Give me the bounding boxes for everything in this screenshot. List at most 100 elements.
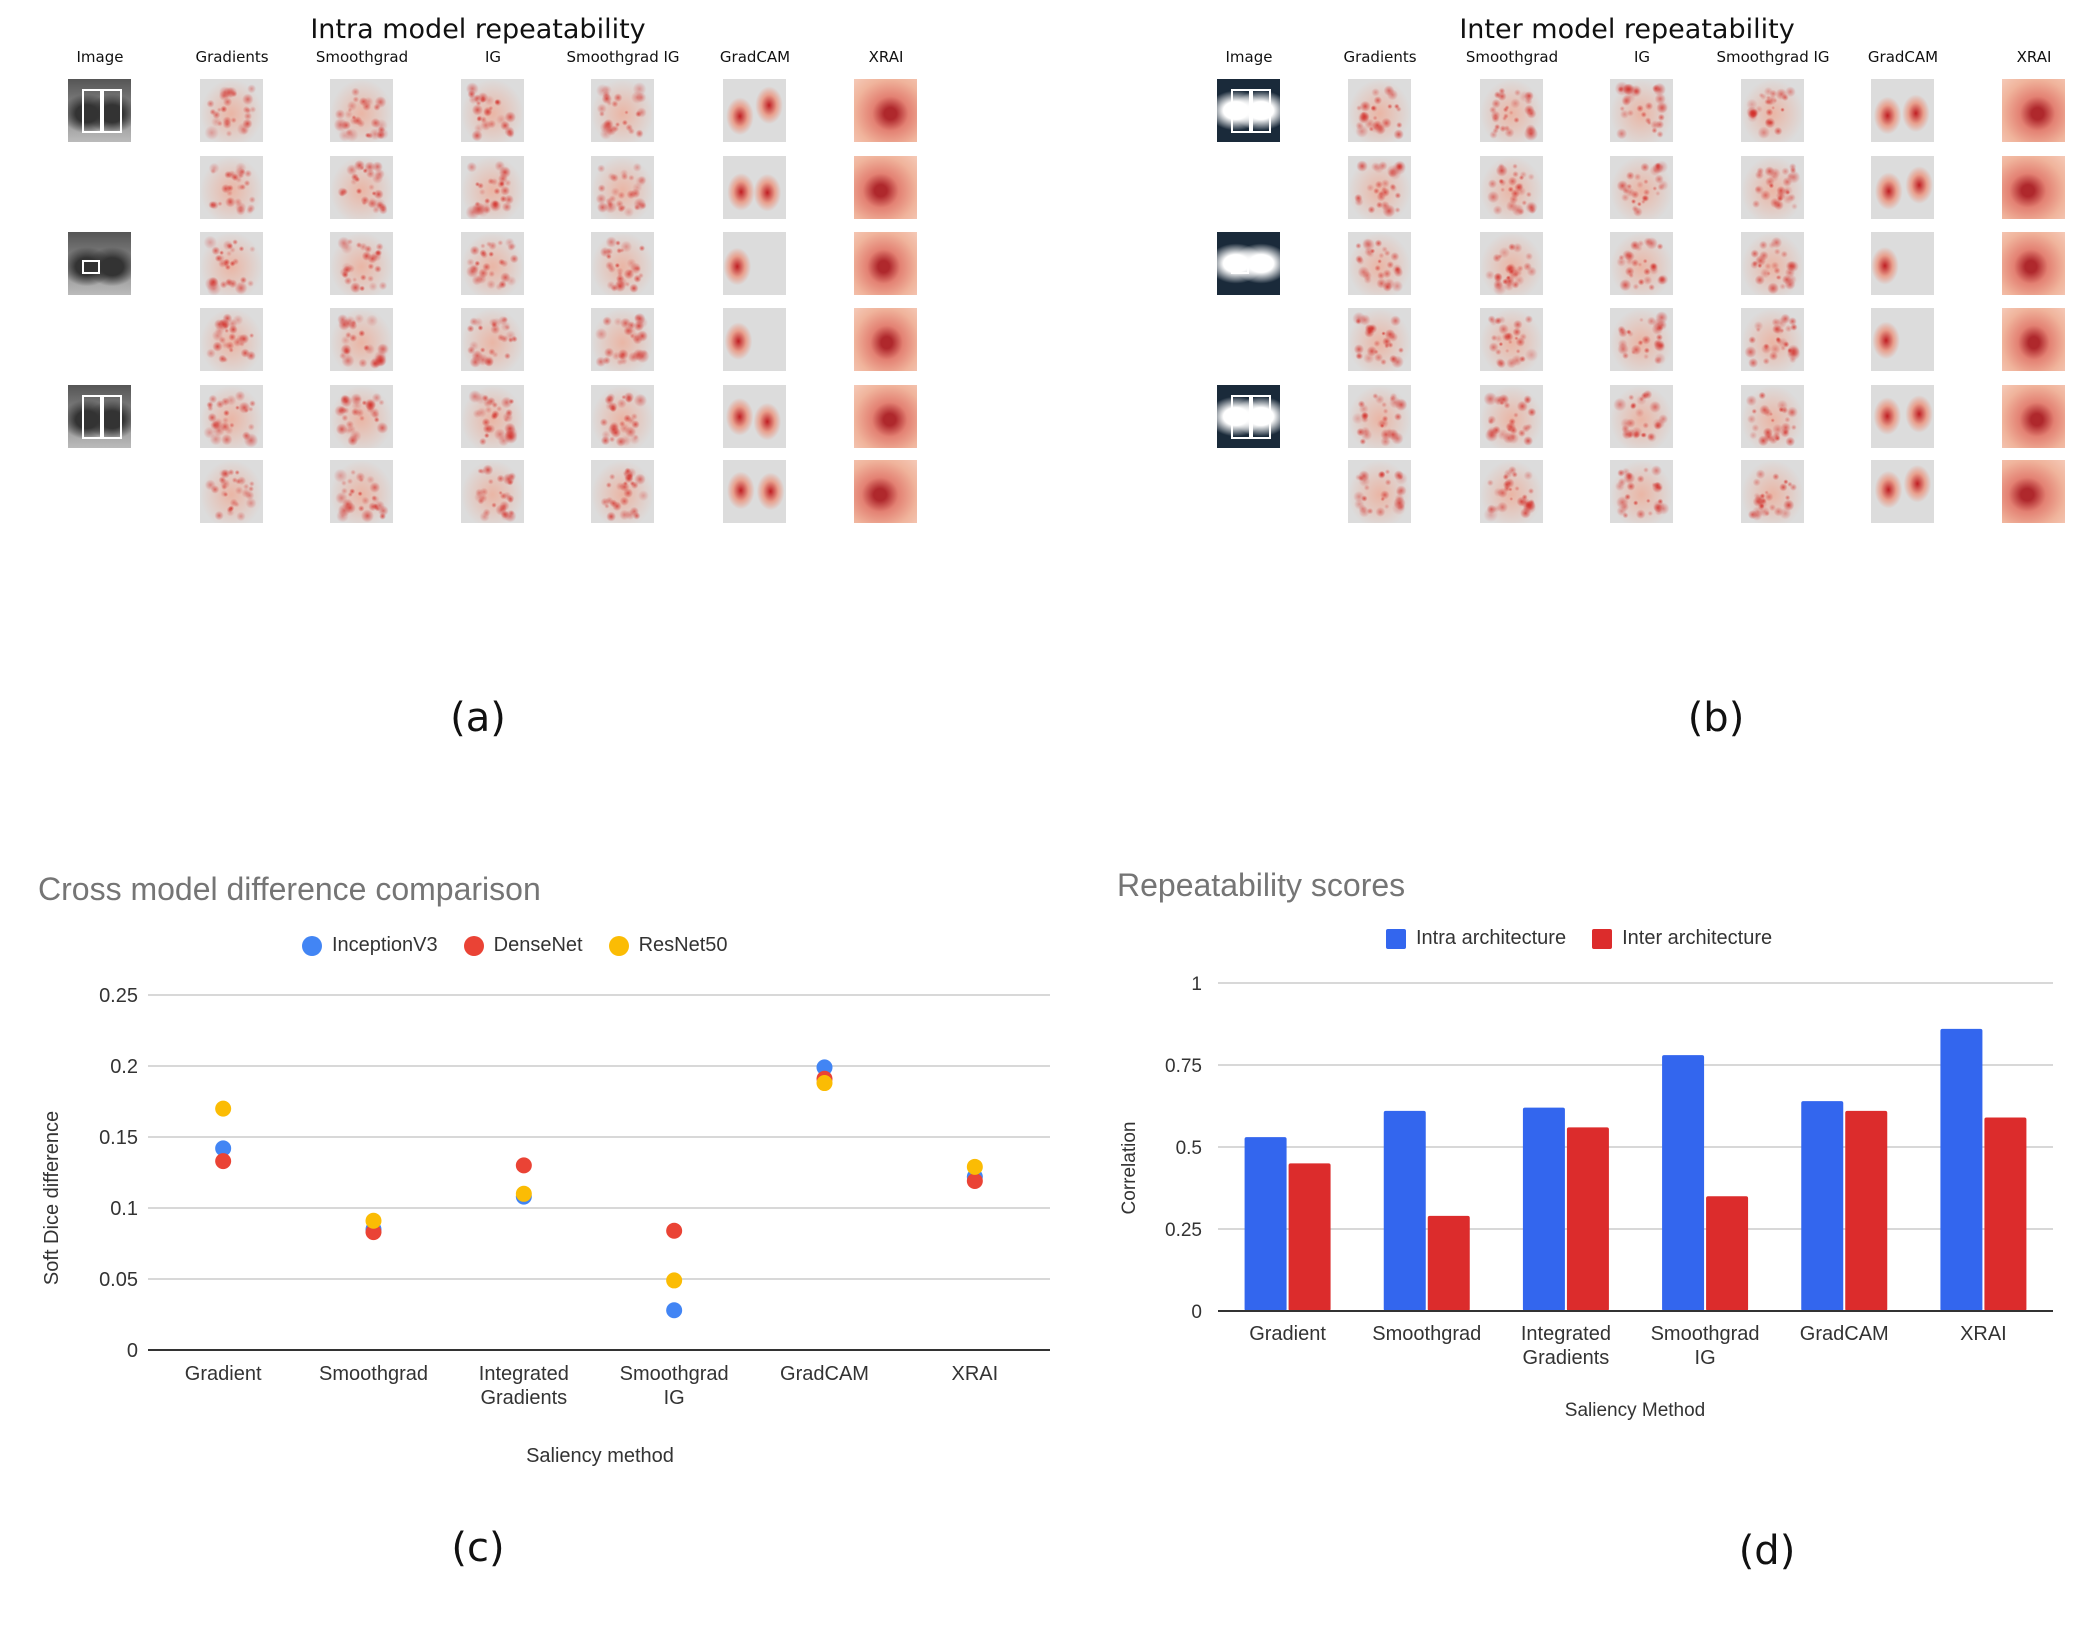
saliency-heatmap: [1348, 79, 1411, 142]
legend-label: DenseNet: [493, 934, 583, 956]
x-tick-label: Smoothgrad IG: [1651, 1323, 1760, 1369]
chest-xray-image: [1217, 79, 1280, 142]
x-tick-label: GradCAM: [780, 1363, 869, 1385]
column-header: IG: [484, 48, 502, 66]
saliency-heatmap: [1480, 460, 1543, 523]
x-tick-label-line: GradCAM: [1800, 1323, 1889, 1345]
legend-marker: [302, 935, 322, 956]
x-tick-label: Gradient: [1249, 1323, 1326, 1345]
column-header: Smoothgrad: [1465, 48, 1559, 66]
data-point-densenet: [666, 1222, 683, 1239]
chart-d-title: Repeatability scores: [1117, 867, 1406, 903]
saliency-heatmap: [854, 79, 917, 142]
y-tick-label: 0.2: [110, 1056, 138, 1078]
bar-intra: [1940, 1028, 1983, 1311]
saliency-heatmap: [200, 460, 263, 523]
saliency-heatmap: [2002, 156, 2065, 219]
saliency-heatmap: [1871, 460, 1934, 523]
saliency-heatmap: [1741, 156, 1804, 219]
legend-item-inter: Inter architecture: [1592, 927, 1772, 950]
saliency-heatmap: [1610, 308, 1673, 371]
saliency-heatmap: [200, 79, 263, 142]
column-header: GradCAM: [719, 48, 791, 66]
x-tick-label-line: Integrated: [1521, 1323, 1611, 1345]
saliency-heatmap: [591, 79, 654, 142]
saliency-heatmap: [1871, 308, 1934, 371]
legend-item-resnet50: ResNet50: [608, 934, 728, 957]
x-tick-label: Smoothgrad IG: [620, 1363, 729, 1409]
chart-d-plot: 0 0.25 0.5 0.75 1 Gradient Smoothgrad Integrate…: [1119, 974, 2053, 1421]
bar-intra: [1522, 1107, 1565, 1311]
legend-marker: [1592, 928, 1613, 949]
chest-xray-image: [68, 385, 131, 448]
region-box: [102, 395, 122, 439]
column-header: Image: [1225, 48, 1273, 66]
saliency-heatmap: [200, 232, 263, 295]
saliency-heatmap: [200, 308, 263, 371]
saliency-heatmap: [591, 308, 654, 371]
saliency-heatmap: [461, 232, 524, 295]
saliency-heatmap: [1741, 385, 1804, 448]
chart-d-legend: Intra architecture Inter architecture: [1386, 927, 1788, 950]
saliency-heatmap: [591, 385, 654, 448]
saliency-heatmap: [1348, 308, 1411, 371]
column-header: Smoothgrad: [315, 48, 409, 66]
saliency-heatmap: [1741, 460, 1804, 523]
legend-label: Intra architecture: [1416, 927, 1567, 949]
data-point-densenet: [215, 1153, 232, 1170]
saliency-heatmap: [591, 232, 654, 295]
chest-xray-image: [68, 232, 131, 295]
data-point-resnet50: [966, 1158, 983, 1175]
y-tick-label: 0.05: [99, 1269, 138, 1291]
bar-inter: [1984, 1117, 2027, 1311]
saliency-heatmap: [1741, 308, 1804, 371]
chest-xray-image: [1217, 232, 1280, 295]
data-point-densenet: [515, 1157, 532, 1174]
saliency-heatmap: [1480, 232, 1543, 295]
saliency-heatmap: [723, 232, 786, 295]
y-tick-label: 0.25: [99, 985, 138, 1007]
bar-inter: [1845, 1110, 1888, 1311]
x-tick-label-line: Smoothgrad: [319, 1363, 428, 1385]
y-tick-label: 0: [127, 1340, 138, 1362]
y-tick-label: 0.5: [1176, 1138, 1202, 1159]
saliency-heatmap: [461, 79, 524, 142]
chest-xray-image: [68, 79, 131, 142]
x-tick-label-line: Smoothgrad: [1372, 1323, 1481, 1345]
x-tick-label-line: IG: [1695, 1347, 1716, 1369]
saliency-heatmap: [2002, 308, 2065, 371]
data-point-densenet: [365, 1224, 382, 1241]
saliency-heatmap: [330, 460, 393, 523]
saliency-heatmap: [854, 232, 917, 295]
bar-inter: [1288, 1163, 1331, 1311]
column-header: GradCAM: [1867, 48, 1939, 66]
chart-c-title: Cross model difference comparison: [38, 871, 541, 907]
x-tick-label: GradCAM: [1800, 1323, 1889, 1345]
saliency-heatmap: [1348, 385, 1411, 448]
x-tick-label-line: Gradients: [480, 1387, 567, 1409]
chart-c-plot: 0 0.05 0.1 0.15 0.2 0.25 Gradient Smoothgrad Int…: [41, 985, 1050, 1467]
saliency-heatmap: [461, 308, 524, 371]
legend-item-inceptionv3: InceptionV3: [302, 934, 438, 957]
panel-a-title: Intra model repeatability: [310, 14, 646, 45]
saliency-heatmap: [1871, 79, 1934, 142]
saliency-heatmap: [1741, 79, 1804, 142]
saliency-heatmap: [1871, 385, 1934, 448]
saliency-heatmap: [1610, 156, 1673, 219]
saliency-heatmap: [854, 460, 917, 523]
saliency-heatmap: [1871, 232, 1934, 295]
x-tick-label: XRAI: [951, 1363, 998, 1385]
x-tick-label: Integrated Gradients: [1521, 1323, 1611, 1369]
x-tick-label: Integrated Gradients: [479, 1363, 569, 1409]
region-box: [102, 89, 122, 133]
y-tick-label: 0.75: [1165, 1056, 1202, 1077]
data-point-densenet: [966, 1173, 983, 1190]
column-header: Smoothgrad IG: [1716, 48, 1830, 66]
y-tick-label: 0.1: [110, 1198, 138, 1220]
saliency-heatmap: [1348, 156, 1411, 219]
bar-inter: [1427, 1215, 1470, 1311]
saliency-heatmap: [2002, 460, 2065, 523]
bar-intra: [1662, 1055, 1705, 1311]
chart-d-label: (d): [1738, 1528, 1796, 1574]
column-header: Gradients: [195, 48, 269, 66]
